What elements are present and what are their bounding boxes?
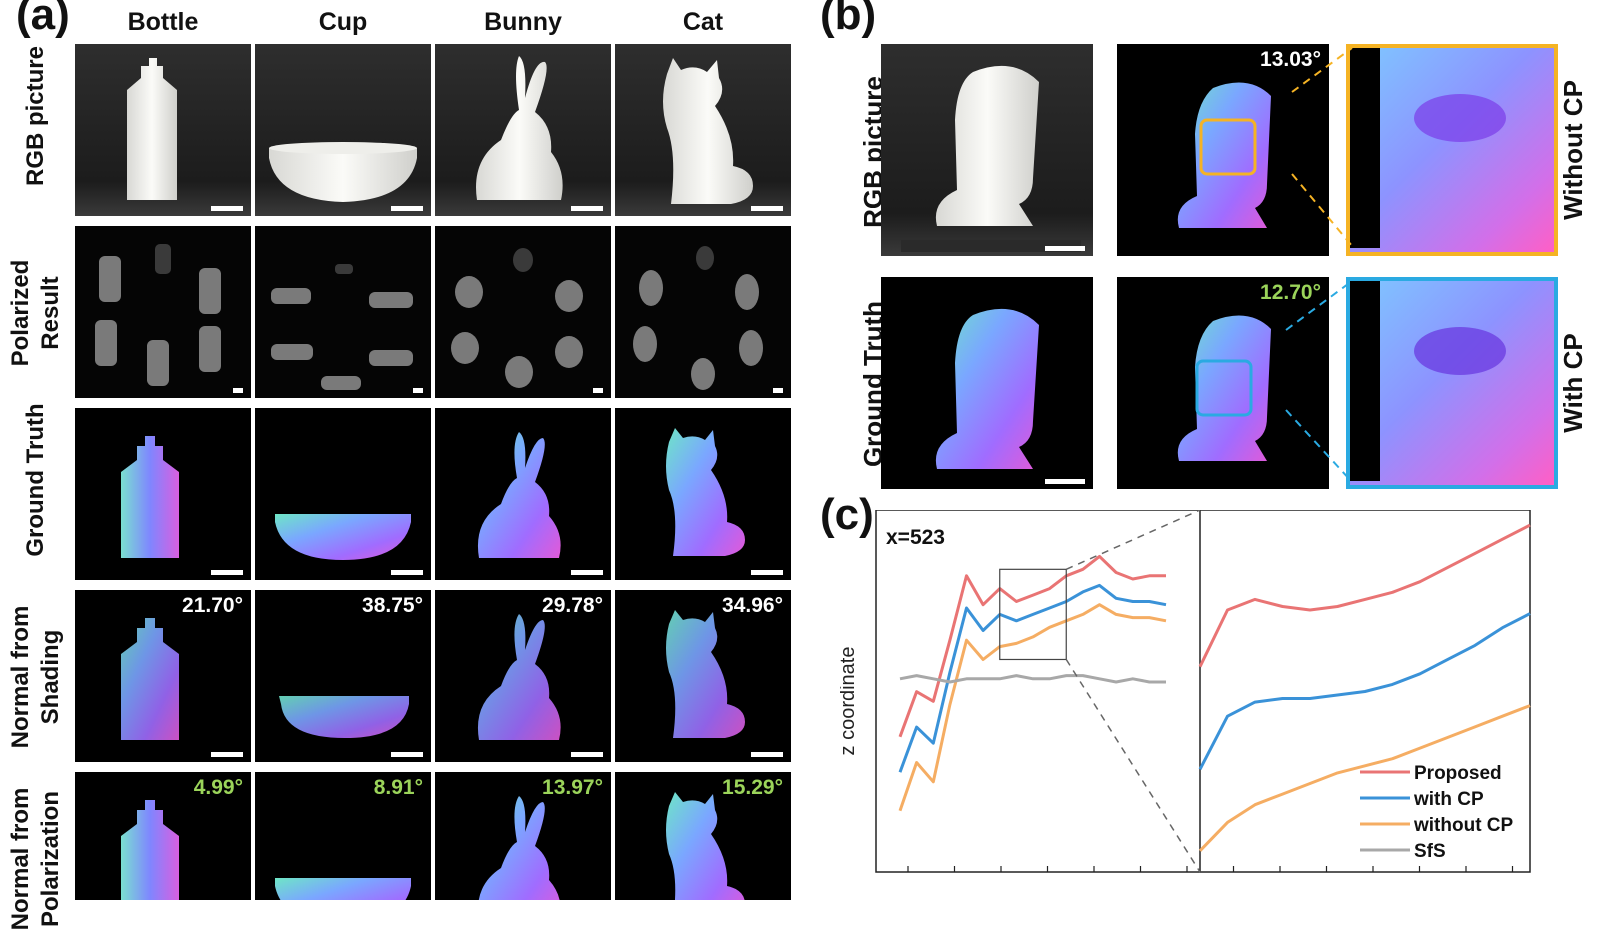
column-header-bottle: Bottle	[127, 8, 199, 36]
shading-cat-image: 34.96°	[615, 590, 791, 762]
row-label-ground-truth: Ground Truth	[22, 403, 49, 557]
series-line-proposed	[898, 554, 1166, 738]
polarization-bottle-image: 4.99°	[75, 772, 251, 900]
zoom-connector-top	[1065, 510, 1201, 571]
zoom-series-line-without-cp	[1198, 704, 1531, 852]
shading-angle-bottle: 21.70°	[182, 594, 243, 617]
legend-label-proposed: Proposed	[1414, 763, 1502, 784]
legend-label-sfs: SfS	[1414, 841, 1446, 862]
rgb-bottle-image	[75, 44, 251, 216]
rgb-cup-image	[255, 44, 431, 216]
shading-angle-bunny: 29.78°	[542, 594, 603, 617]
moai-with-cp-angle: 12.70°	[1260, 281, 1321, 304]
column-header-cat: Cat	[682, 8, 724, 36]
series-line-without-cp	[898, 603, 1167, 812]
side-label-without-cp: Without CP	[1558, 80, 1588, 220]
zoom-series-line-with-cp	[1198, 612, 1531, 770]
panel-c-letter: (c)	[820, 490, 874, 539]
shading-angle-cat: 34.96°	[722, 594, 783, 617]
polarization-bunny-image: 13.97°	[435, 772, 611, 900]
panel-b-letter: (b)	[820, 0, 877, 39]
shading-cup-image: 38.75°	[255, 590, 431, 762]
z-coordinate-chart: z coordinate x=523 Proposed with CP without …	[840, 510, 1531, 873]
shading-bunny-image: 29.78°	[435, 590, 611, 762]
shading-angle-cup: 38.75°	[362, 594, 423, 617]
column-header-cup: Cup	[318, 8, 368, 36]
polarized-bottle-image	[75, 226, 251, 398]
gt-cup-image	[255, 408, 431, 580]
moai-ground-truth-image	[881, 277, 1093, 489]
series-line-with-cp	[898, 583, 1167, 773]
polarization-angle-cat: 15.29°	[722, 776, 783, 799]
zoom-with-cp	[1346, 277, 1558, 489]
zoom-region-box	[999, 568, 1067, 661]
polarized-bunny-image	[435, 226, 611, 398]
moai-without-cp-image: 13.03°	[1117, 44, 1329, 256]
rgb-bunny-image	[435, 44, 611, 216]
series-line-sfs	[899, 674, 1166, 684]
x-annotation: x=523	[886, 526, 945, 549]
polarization-cup-image: 8.91°	[255, 772, 431, 900]
legend-label-with-cp: with CP	[1413, 789, 1484, 810]
shading-bottle-image: 21.70°	[75, 590, 251, 762]
column-header-bunny: Bunny	[484, 8, 562, 36]
zoom-without-cp	[1346, 44, 1558, 256]
zoom-connector-bottom	[1065, 659, 1201, 873]
chart-frame	[875, 510, 1531, 873]
polarized-cup-image	[255, 226, 431, 398]
polarization-angle-bottle: 4.99°	[193, 776, 243, 799]
row-label-shading: Normal from Shading	[7, 605, 64, 749]
polarization-angle-cup: 8.91°	[373, 776, 423, 799]
panel-a-letter: (a)	[16, 0, 70, 39]
rgb-cat-image	[615, 44, 791, 216]
moai-without-cp-angle: 13.03°	[1260, 48, 1321, 71]
polarized-cat-image	[615, 226, 791, 398]
row-label-rgb: RGB picture	[22, 46, 49, 187]
y-axis-label: z coordinate	[840, 647, 859, 756]
zoom-connectors	[1285, 47, 1353, 483]
moai-rgb-image	[881, 44, 1093, 256]
side-label-with-cp: With CP	[1558, 333, 1588, 433]
gt-bunny-image	[435, 408, 611, 580]
gt-cat-image	[615, 408, 791, 580]
zoom-series-line-proposed	[1198, 523, 1531, 668]
gt-bottle-image	[75, 408, 251, 580]
polarization-angle-bunny: 13.97°	[542, 776, 603, 799]
legend-label-without-cp: without CP	[1413, 815, 1514, 836]
moai-with-cp-image: 12.70°	[1117, 277, 1329, 489]
row-label-polarized: Polarized Result	[7, 259, 64, 367]
row-label-polarization: Normal from Polarization	[7, 787, 64, 931]
polarization-cat-image: 15.29°	[615, 772, 791, 900]
